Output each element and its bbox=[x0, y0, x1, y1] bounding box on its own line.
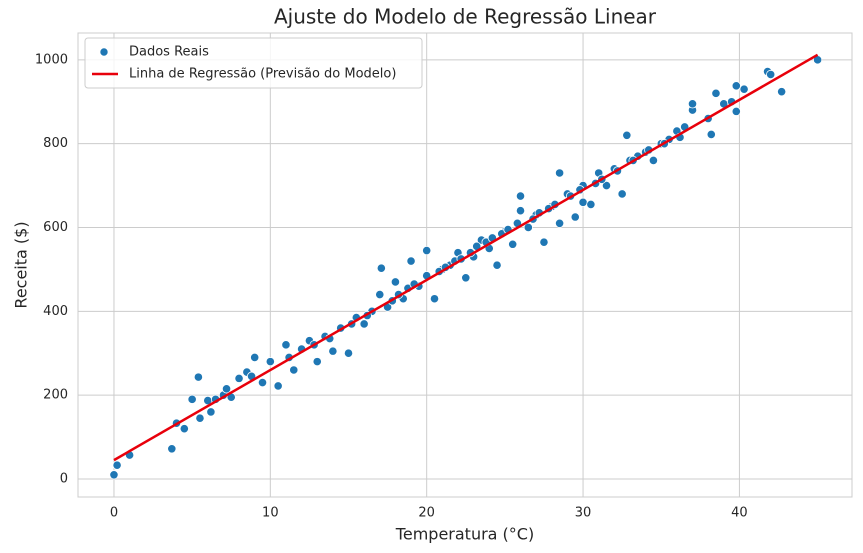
data-point bbox=[461, 273, 471, 283]
data-point bbox=[515, 191, 526, 201]
y-tick-label: 600 bbox=[43, 220, 68, 235]
data-point bbox=[343, 348, 354, 358]
data-point bbox=[250, 352, 260, 363]
regression-line bbox=[113, 53, 819, 462]
x-axis-label: Temperatura (°C) bbox=[395, 525, 534, 544]
data-point bbox=[706, 129, 716, 140]
data-point bbox=[617, 189, 627, 199]
data-point bbox=[406, 256, 416, 266]
data-point bbox=[376, 263, 386, 273]
y-tick-label: 1000 bbox=[35, 52, 68, 67]
data-point bbox=[648, 155, 659, 166]
x-tick-label: 0 bbox=[110, 506, 118, 521]
data-point bbox=[554, 218, 565, 228]
data-point bbox=[167, 444, 177, 454]
data-point bbox=[265, 357, 275, 367]
data-point bbox=[281, 340, 291, 350]
data-point bbox=[586, 199, 596, 210]
data-point bbox=[179, 424, 189, 434]
data-point bbox=[515, 206, 526, 216]
legend-marker bbox=[99, 47, 109, 57]
data-point bbox=[375, 289, 385, 300]
data-point bbox=[289, 365, 299, 375]
data-point bbox=[766, 69, 776, 80]
data-point bbox=[221, 384, 232, 394]
x-tick-label: 10 bbox=[262, 506, 279, 521]
x-tick-label: 40 bbox=[731, 506, 748, 521]
x-tick-label: 20 bbox=[418, 506, 435, 521]
data-point bbox=[206, 407, 216, 417]
data-point bbox=[422, 245, 432, 256]
y-tick-label: 800 bbox=[43, 136, 68, 151]
chart-title: Ajuste do Modelo de Regressão Linear bbox=[274, 5, 657, 29]
data-point bbox=[359, 319, 369, 329]
data-point bbox=[390, 277, 401, 287]
data-point bbox=[739, 84, 749, 94]
data-point bbox=[429, 294, 440, 304]
data-point bbox=[112, 460, 122, 470]
data-point bbox=[273, 381, 283, 391]
data-point bbox=[731, 81, 741, 91]
data-point bbox=[109, 470, 119, 480]
data-point bbox=[622, 130, 632, 140]
data-point bbox=[731, 106, 741, 116]
y-tick-label: 200 bbox=[43, 388, 68, 403]
data-point bbox=[554, 168, 565, 178]
data-point bbox=[523, 222, 533, 233]
data-point bbox=[578, 197, 588, 207]
legend-label: Linha de Regressão (Previsão do Modelo) bbox=[129, 67, 396, 82]
y-axis-label: Receita ($) bbox=[12, 221, 31, 308]
data-point bbox=[601, 180, 612, 191]
data-point bbox=[193, 372, 203, 382]
y-tick-label: 0 bbox=[60, 471, 68, 486]
data-point bbox=[328, 346, 338, 356]
data-point bbox=[312, 357, 322, 367]
data-point bbox=[570, 212, 580, 222]
data-point bbox=[777, 87, 787, 97]
y-tick-label: 400 bbox=[43, 304, 68, 319]
data-point bbox=[711, 88, 721, 98]
legend-label: Dados Reais bbox=[129, 45, 209, 60]
data-point bbox=[234, 373, 244, 383]
data-point bbox=[195, 413, 205, 423]
legend-box bbox=[84, 37, 423, 89]
x-tick-label: 30 bbox=[575, 506, 592, 521]
data-point bbox=[257, 377, 268, 388]
data-point bbox=[492, 260, 502, 270]
data-point bbox=[187, 394, 197, 404]
data-point bbox=[687, 99, 698, 109]
data-point bbox=[539, 237, 549, 247]
data-point bbox=[508, 239, 518, 249]
